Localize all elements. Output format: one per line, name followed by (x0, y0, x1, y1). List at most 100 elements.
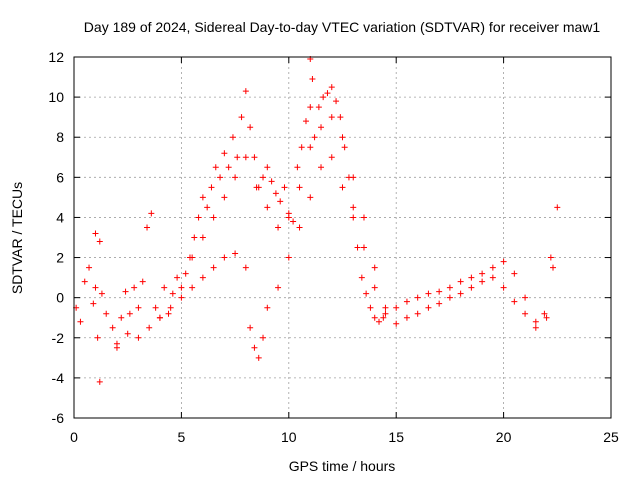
data-point (277, 198, 284, 205)
data-point (135, 304, 142, 311)
data-point (350, 204, 357, 211)
plot-frame (73, 56, 612, 419)
data-point (118, 314, 125, 321)
data-point (210, 214, 217, 221)
data-point (371, 314, 378, 321)
data-point (189, 284, 196, 291)
data-point (156, 314, 163, 321)
y-tick-label: 8 (56, 129, 64, 145)
data-point (234, 154, 241, 161)
data-point (255, 354, 262, 361)
x-tick-label: 0 (70, 429, 78, 445)
data-point (268, 178, 275, 185)
data-point (260, 174, 267, 181)
data-point (371, 284, 378, 291)
data-point (247, 124, 254, 131)
data-point (363, 290, 370, 297)
data-point (169, 290, 176, 297)
data-point (479, 278, 486, 285)
data-point (446, 294, 453, 301)
data-point (468, 274, 475, 281)
data-point (500, 258, 507, 265)
data-point (232, 174, 239, 181)
data-point (238, 114, 245, 121)
data-point (414, 310, 421, 317)
data-point (382, 310, 389, 317)
data-point (298, 144, 305, 151)
data-point (161, 284, 168, 291)
data-point (320, 94, 327, 101)
x-tick-label: 5 (178, 429, 186, 445)
data-point (189, 254, 196, 261)
data-point (350, 214, 357, 221)
y-tick-label: 12 (48, 49, 64, 65)
data-point (436, 288, 443, 295)
data-point (92, 284, 99, 291)
x-tick-label: 10 (281, 429, 297, 445)
data-point (511, 270, 518, 277)
data-point (94, 334, 101, 341)
data-point (148, 210, 155, 217)
data-point (139, 278, 146, 285)
data-point (96, 238, 103, 245)
data-point (360, 244, 367, 251)
data-point (425, 290, 432, 297)
y-axis-ticks: -6 -4 -2 0 2 4 6 8 10 12 (48, 49, 611, 426)
data-point (543, 314, 550, 321)
data-point (479, 270, 486, 277)
data-point (315, 104, 322, 111)
data-point (152, 304, 159, 311)
data-point (328, 114, 335, 121)
data-point (532, 324, 539, 331)
data-point (360, 214, 367, 221)
data-point (264, 164, 271, 171)
data-point (328, 84, 335, 91)
data-point (296, 224, 303, 231)
data-point (285, 214, 292, 221)
x-tick-label: 20 (496, 429, 512, 445)
y-tick-label: 2 (56, 250, 64, 266)
data-point (489, 274, 496, 281)
data-point (337, 114, 344, 121)
data-point (109, 324, 116, 331)
data-point (260, 334, 267, 341)
data-point (425, 304, 432, 311)
x-axis-ticks: 0 5 10 15 20 25 (70, 57, 619, 445)
data-point (251, 154, 258, 161)
data-point (393, 304, 400, 311)
data-point (98, 290, 105, 297)
data-point (457, 278, 464, 285)
data-point (199, 234, 206, 241)
data-point (371, 264, 378, 271)
data-point (253, 184, 260, 191)
data-point (251, 344, 258, 351)
data-point (354, 244, 361, 251)
data-point (350, 174, 357, 181)
data-point (511, 298, 518, 305)
data-point (550, 264, 557, 271)
data-point (212, 164, 219, 171)
data-point (135, 334, 142, 341)
data-point (264, 204, 271, 211)
data-point (275, 284, 282, 291)
data-point (341, 144, 348, 151)
data-point (242, 264, 249, 271)
data-point (376, 318, 383, 325)
data-point (554, 204, 561, 211)
data-point (126, 310, 133, 317)
data-point (90, 300, 97, 307)
data-point (500, 284, 507, 291)
data-point (311, 134, 318, 141)
data-point (264, 304, 271, 311)
data-point (199, 274, 206, 281)
y-tick-label: 10 (48, 89, 64, 105)
data-point (339, 184, 346, 191)
data-point (210, 264, 217, 271)
data-point (182, 270, 189, 277)
data-point (333, 98, 340, 105)
data-point (380, 314, 387, 321)
data-point (318, 124, 325, 131)
data-point (307, 194, 314, 201)
data-point (403, 314, 410, 321)
